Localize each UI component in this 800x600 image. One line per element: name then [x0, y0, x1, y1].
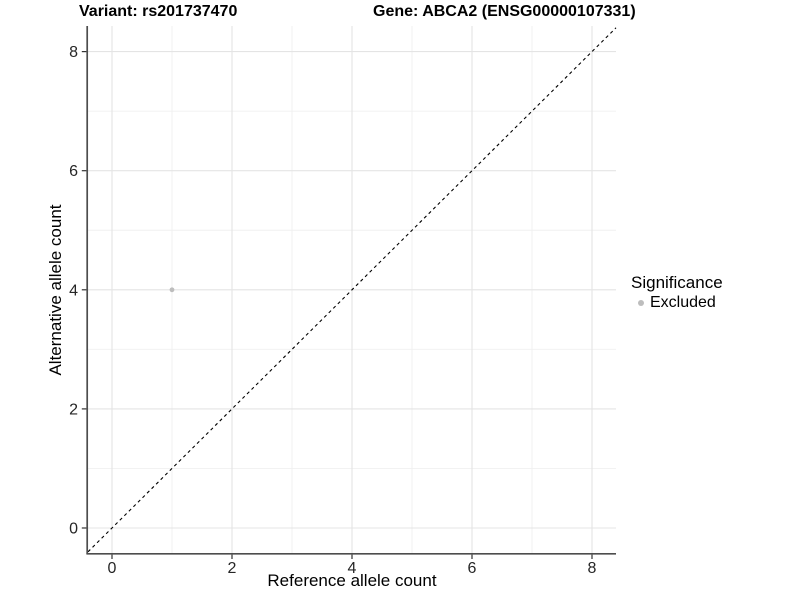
plot-title-gene: Gene: ABCA2 (ENSG00000107331) — [373, 3, 636, 20]
y-axis-title: Alternative allele count — [46, 204, 65, 376]
legend-item-excluded: Excluded — [631, 294, 723, 311]
y-tick-label: 6 — [69, 163, 78, 180]
x-tick-label: 0 — [108, 560, 117, 577]
x-axis-title: Reference allele count — [267, 571, 437, 590]
x-tick-label: 8 — [588, 560, 597, 577]
y-tick-label: 0 — [69, 520, 78, 537]
identity-dashed-line — [87, 27, 617, 553]
data-point — [169, 287, 175, 293]
excluded-point-marker-icon — [638, 299, 644, 306]
x-tick-label: 2 — [228, 560, 237, 577]
legend-title: Significance — [631, 273, 723, 292]
x-tick-label: 6 — [468, 560, 477, 577]
plot-title-variant: Variant: rs201737470 — [79, 3, 238, 20]
y-tick-label: 2 — [69, 401, 78, 418]
legend-item-label: Excluded — [650, 294, 716, 311]
y-tick-label: 8 — [69, 44, 78, 61]
x-tick-label: 4 — [348, 560, 357, 577]
y-tick-label: 4 — [69, 282, 78, 299]
legend: Significance Excluded — [631, 273, 723, 311]
